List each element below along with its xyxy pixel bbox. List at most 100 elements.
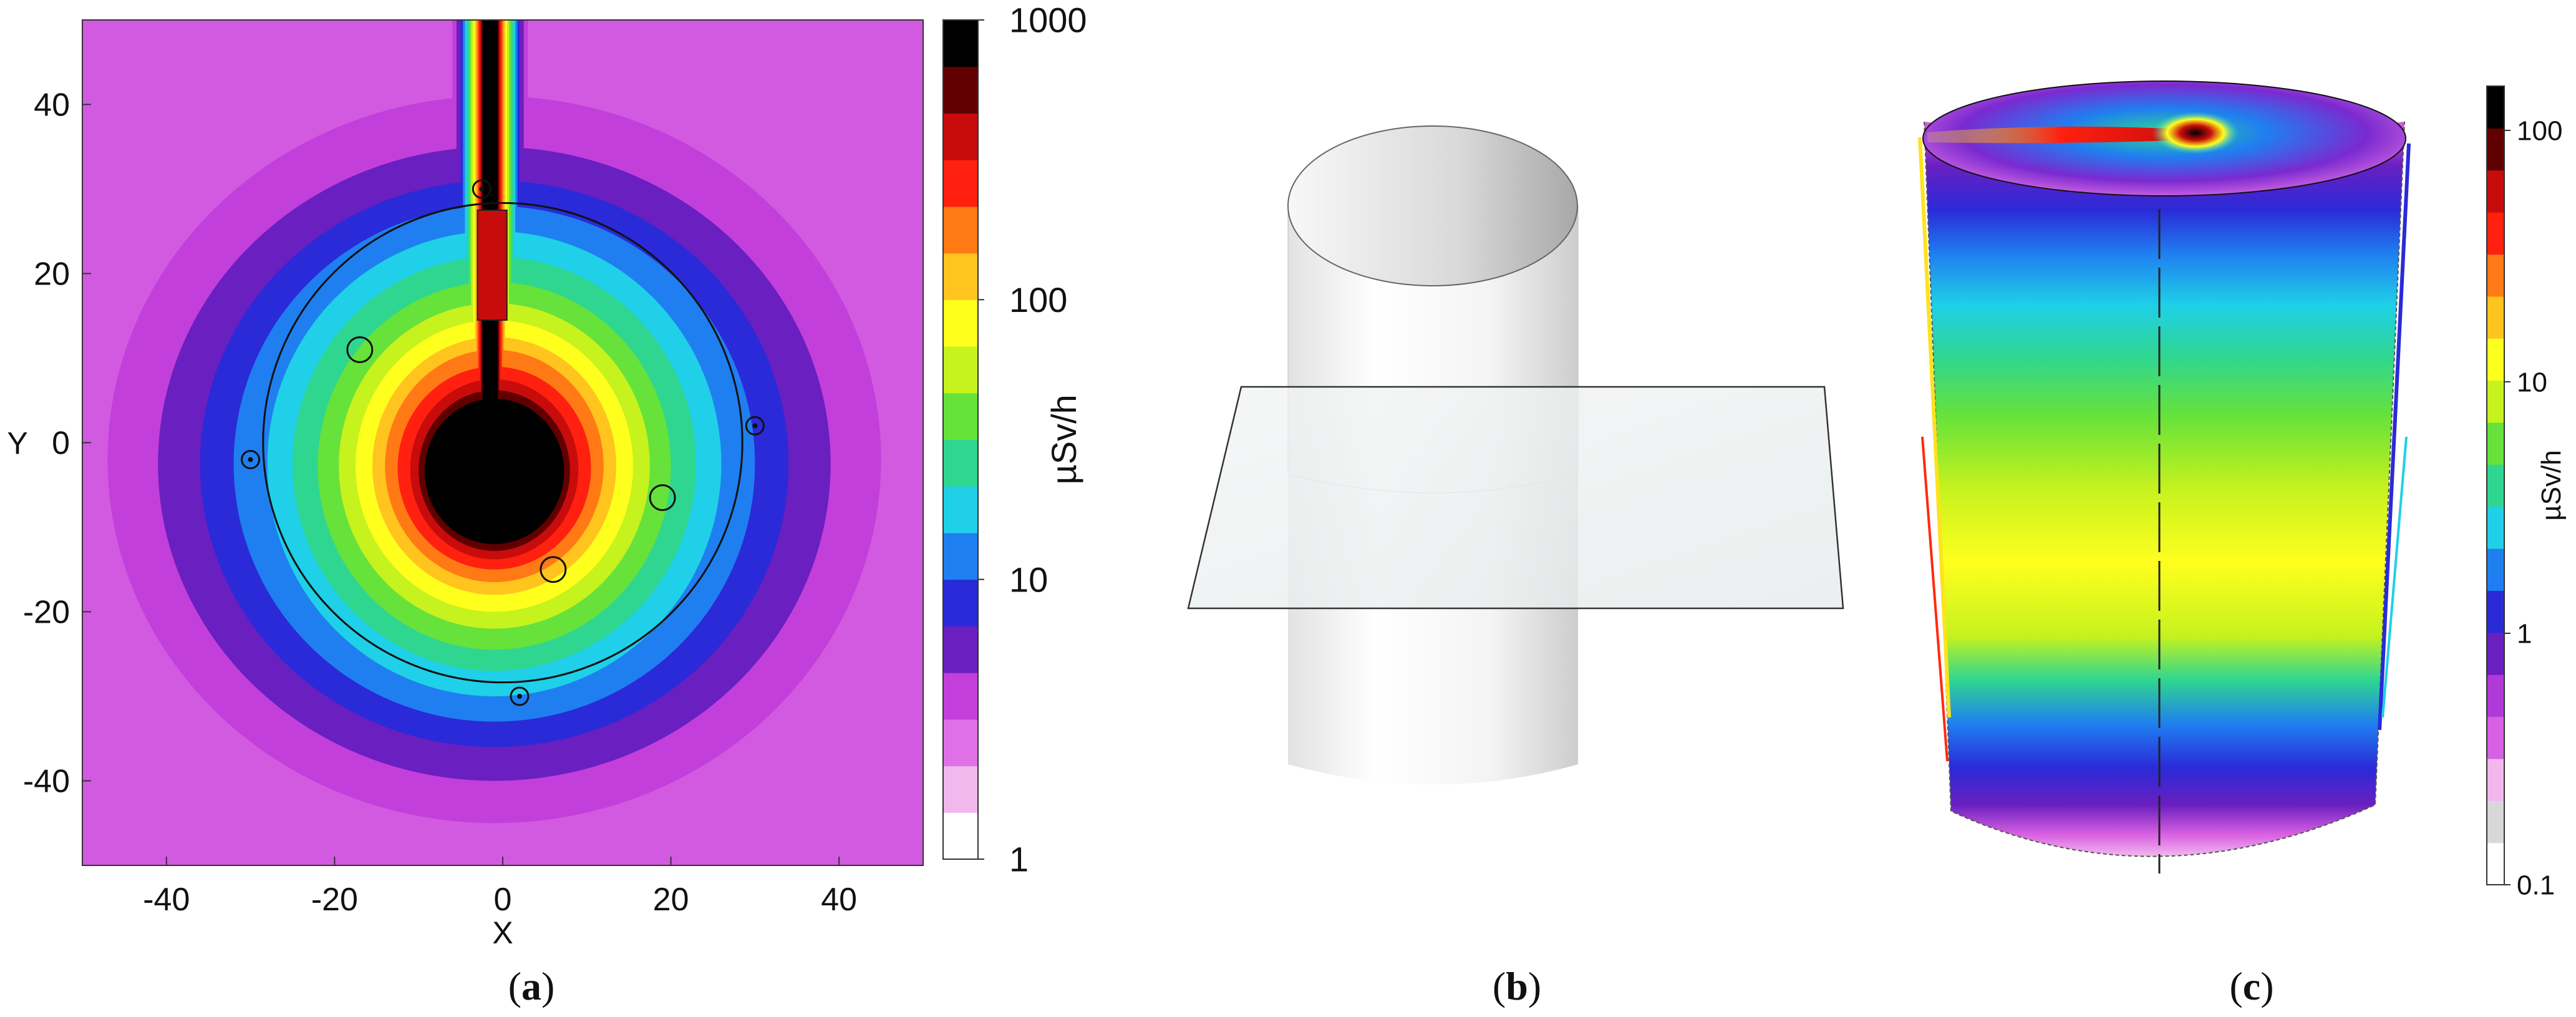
marker-layer: [241, 179, 765, 706]
source-marker: [346, 336, 374, 363]
y-tick-label: 40: [34, 87, 70, 124]
detector-ring: [472, 179, 491, 199]
colorbar-swatch: [2487, 674, 2504, 718]
map-axes: -40 -20 0 20 40 40 20 0 -20 -40: [23, 87, 857, 918]
colorbar-swatch: [943, 719, 978, 767]
surface-edge-red: [1921, 436, 1949, 762]
top-cap-hot-streak: [1927, 126, 2192, 144]
y-tick-label: 0: [52, 426, 70, 462]
detector-marker: [745, 416, 765, 436]
detector-dot: [752, 423, 758, 429]
colorbar-swatch: [943, 206, 978, 254]
colorbar-swatch: [943, 812, 978, 860]
colorbar-tick-label: 10: [1009, 560, 1048, 599]
caption-b: (b): [1493, 964, 1541, 1008]
colorbar-swatch: [2487, 254, 2504, 297]
colorbar-c: 100 10 1 0.1 µSv/h: [2486, 85, 2567, 900]
colorbar-swatch: [2487, 842, 2504, 885]
panel-b-geometry-sketch: [1187, 125, 1844, 785]
colorbar-swatch: [2487, 422, 2504, 465]
colorbar-swatch: [2487, 380, 2504, 423]
detector-marker: [472, 179, 491, 199]
colorbar-tick-label: 1: [1009, 840, 1029, 879]
x-tick-label: 0: [494, 882, 512, 918]
y-tick-label: -40: [23, 764, 70, 800]
colorbar-swatch: [943, 532, 978, 580]
source-marker: [540, 556, 567, 583]
colorbar-swatch: [943, 20, 978, 67]
colorbar-swatch: [943, 253, 978, 300]
colorbar-tick-label: 100: [1009, 280, 1067, 319]
detector-ring: [241, 450, 261, 470]
panel-a-dose-map: -40 -20 0 20 40 40 20 0 -20 -40 X Y 1000 100 10 1 µSv…: [7, 1, 1087, 950]
colorbar-frame: [2486, 85, 2505, 885]
cutting-plane: [1187, 386, 1844, 610]
colorbar-swatch: [2487, 338, 2504, 381]
colorbar-label: µSv/h: [2536, 450, 2567, 520]
colorbar-tick-label: 100: [2517, 115, 2562, 146]
colorbar-frame: [942, 19, 979, 860]
colorbar-swatch: [943, 673, 978, 720]
colorbar-a: 1000 100 10 1 µSv/h: [942, 1, 1087, 879]
detector-ring: [745, 416, 765, 436]
caption-a: (a): [508, 964, 555, 1008]
top-cap-hot-spot: [2152, 112, 2239, 154]
surface-edge-blue: [2378, 143, 2411, 731]
colorbar-swatch: [943, 486, 978, 533]
detector-marker: [510, 686, 530, 706]
colorbar-swatch: [2487, 632, 2504, 675]
colorbar-swatch: [2487, 590, 2504, 633]
colorbar-swatch: [943, 160, 978, 207]
colorbar-swatch: [2487, 716, 2504, 759]
colorbar-swatch: [2487, 506, 2504, 549]
detector-ring: [510, 686, 530, 706]
y-tick-label: 20: [34, 256, 70, 293]
colorbar-swatch: [943, 626, 978, 673]
colorbar-tick-label: 1000: [1009, 1, 1087, 40]
colorbar-swatch: [2487, 464, 2504, 507]
colorbar-tick-label: 10: [2517, 367, 2547, 397]
colorbar-swatch: [2487, 128, 2504, 171]
dose-band-body: [424, 399, 564, 545]
colorbar-swatch: [2487, 548, 2504, 591]
colorbar-swatch: [2487, 212, 2504, 255]
colorbar-swatch: [943, 66, 978, 114]
x-tick-label: -40: [143, 882, 190, 918]
cylinder-opening: [1287, 125, 1578, 286]
caption-c: (c): [2229, 964, 2273, 1008]
x-axis-label: X: [492, 915, 513, 950]
duct-rectangle: [477, 209, 508, 321]
x-tick-label: 40: [821, 882, 857, 918]
colorbar-swatch: [2487, 758, 2504, 801]
colorbar-swatch: [943, 766, 978, 813]
surface-edge-yellow: [1918, 137, 1951, 718]
colorbar-swatch: [943, 439, 978, 487]
colorbar-swatch: [2487, 296, 2504, 339]
colorbar-swatch: [943, 579, 978, 626]
detector-dot: [248, 457, 253, 462]
detector-dot: [516, 694, 522, 699]
vessel-outline: [262, 202, 743, 684]
y-axis-label: Y: [7, 426, 27, 461]
panel-c-surface-dose: 100 10 1 0.1 µSv/h: [1918, 80, 2567, 900]
surface-edge-cyan: [2381, 436, 2408, 718]
colorbar-tick-label: 0.1: [2517, 870, 2555, 900]
x-tick-label: -20: [311, 882, 358, 918]
colorbar-label: µSv/h: [1044, 394, 1083, 484]
detector-dot: [479, 187, 485, 192]
colorbar-tick-label: 1: [2517, 618, 2532, 649]
colorbar-swatch: [2487, 86, 2504, 129]
colorbar-swatch: [943, 113, 978, 160]
y-tick-label: -20: [23, 595, 70, 631]
colorbar-swatch: [2487, 170, 2504, 213]
detector-marker: [241, 450, 261, 470]
colorbar-swatch: [943, 299, 978, 347]
colorbar-swatch: [943, 346, 978, 394]
cylinder-surface-map: [1924, 122, 2404, 857]
colorbar-swatch: [943, 392, 978, 440]
x-tick-label: 20: [653, 882, 689, 918]
dose-contours: [107, 20, 881, 824]
colorbar-swatch: [2487, 800, 2504, 844]
source-marker: [649, 484, 676, 512]
